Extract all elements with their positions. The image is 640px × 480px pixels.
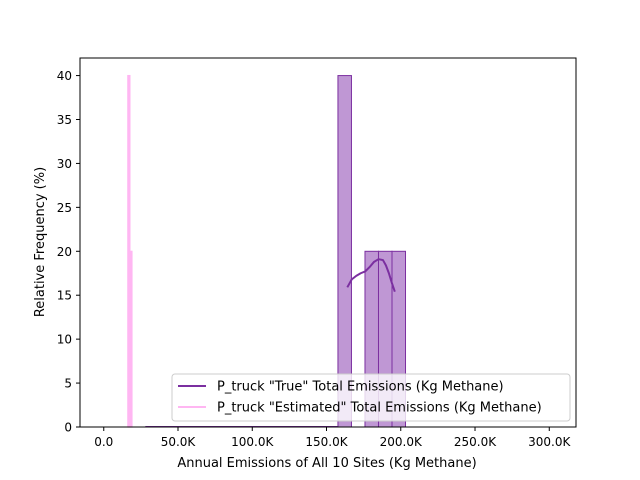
y-tick-label-5: 25 xyxy=(57,201,72,215)
estimated-bar-3 xyxy=(130,250,133,428)
y-tick-label-4: 20 xyxy=(57,245,72,259)
x-tick-label-2: 100.0K xyxy=(231,435,274,449)
legend-label-1: P_truck "Estimated" Total Emissions (Kg … xyxy=(217,401,542,416)
y-tick-label-6: 30 xyxy=(57,157,72,171)
true-kde-line xyxy=(346,258,396,293)
x-tick-label-0: 0.0 xyxy=(94,435,113,449)
y-tick-label-7: 35 xyxy=(57,113,72,127)
x-axis-label: Annual Emissions of All 10 Sites (Kg Met… xyxy=(177,456,476,471)
x-tick-label-3: 150.0K xyxy=(305,435,348,449)
y-tick-label-2: 10 xyxy=(57,333,72,347)
x-tick-label-5: 250.0K xyxy=(454,435,497,449)
legend: P_truck "True" Total Emissions (Kg Metha… xyxy=(171,373,571,422)
y-tick-label-0: 0 xyxy=(64,421,72,435)
x-axis: 0.0 50.0K 100.0K 150.0K 200.0K 250.0K 300.0K xyxy=(94,427,572,449)
y-tick-label-8: 40 xyxy=(57,69,72,83)
y-axis: 0 5 10 15 20 25 30 35 40 xyxy=(57,69,80,435)
x-tick-label-4: 200.0K xyxy=(380,435,423,449)
x-tick-label-6: 300.0K xyxy=(528,435,571,449)
y-tick-label-1: 5 xyxy=(64,377,72,391)
legend-label-0: P_truck "True" Total Emissions (Kg Metha… xyxy=(217,380,504,395)
plot-frame xyxy=(79,57,577,428)
estimated-bar-1 xyxy=(128,74,131,428)
legend-box xyxy=(171,373,571,422)
y-tick-label-3: 15 xyxy=(57,289,72,303)
x-tick-label-1: 50.0K xyxy=(161,435,197,449)
y-axis-label: Relative Frequency (%) xyxy=(33,167,48,317)
